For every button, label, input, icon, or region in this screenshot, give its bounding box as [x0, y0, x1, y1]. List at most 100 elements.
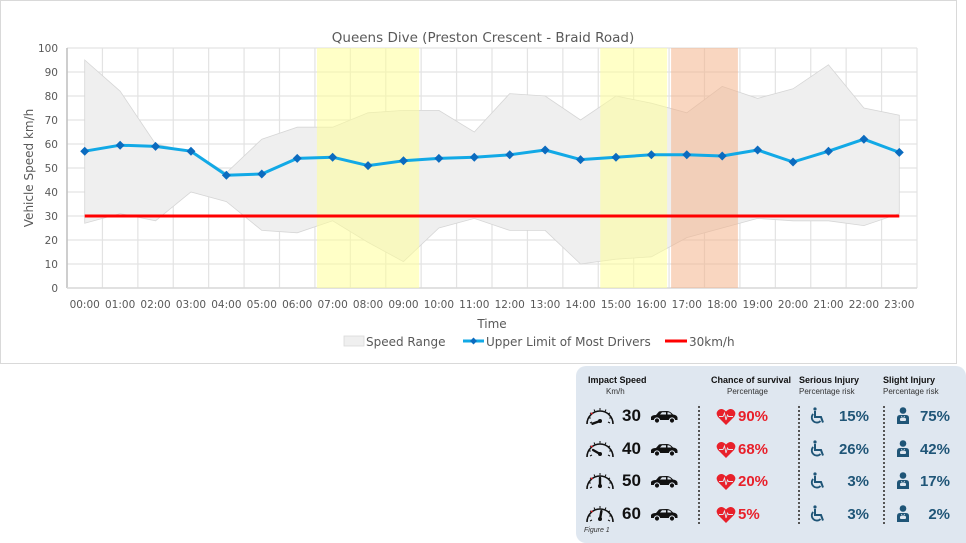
- survival-value: 5%: [738, 505, 760, 523]
- upper-limit-marker: [151, 141, 161, 151]
- x-tick-label: 09:00: [388, 299, 418, 311]
- upper-limit-marker: [398, 156, 408, 166]
- serious-injury-value: 15%: [838, 408, 869, 425]
- wheelchair-icon: [810, 472, 826, 495]
- y-tick-label: 100: [38, 43, 58, 55]
- upper-limit-marker: [328, 152, 338, 162]
- y-tick-label: 90: [45, 67, 58, 79]
- survival-value: 90%: [738, 408, 769, 425]
- heartbeat-heart-icon: [716, 473, 736, 496]
- x-tick-label: 07:00: [317, 299, 347, 311]
- legend-label-speed-range: Speed Range: [366, 335, 445, 349]
- heartbeat-heart-icon: [716, 408, 736, 431]
- x-tick-label: 00:00: [70, 299, 100, 311]
- wheelchair-icon: [810, 407, 826, 430]
- slight-injury-value: 42%: [919, 440, 950, 458]
- x-tick-label: 12:00: [495, 299, 525, 311]
- car-icon: [649, 475, 679, 494]
- upper-limit-marker: [646, 150, 656, 160]
- y-tick-label: 0: [51, 283, 58, 295]
- x-tick-label: 16:00: [636, 299, 666, 311]
- legend-label-upper-limit: Upper Limit of Most Drivers: [486, 335, 651, 349]
- upper-limit-marker: [363, 161, 373, 171]
- x-tick-label: 04:00: [211, 299, 241, 311]
- x-tick-label: 14:00: [565, 299, 595, 311]
- x-tick-label: 10:00: [424, 299, 454, 311]
- y-tick-label: 40: [45, 187, 58, 199]
- upper-limit-marker: [540, 145, 550, 155]
- upper-limit-line: [84, 137, 900, 177]
- column-divider: [798, 406, 800, 524]
- upper-limit-marker: [469, 152, 479, 162]
- x-axis-title: Time: [476, 317, 506, 331]
- highlight-band: [600, 48, 668, 288]
- impact-speed-infographic: Impact Speed Km/h Chance of survival Per…: [576, 366, 966, 543]
- x-tick-label: 19:00: [742, 299, 772, 311]
- bandaged-person-icon: [896, 439, 910, 463]
- slight-injury-value: 2%: [928, 505, 950, 523]
- wheelchair-icon: [810, 439, 826, 463]
- car-icon: [649, 443, 679, 462]
- x-tick-label: 08:00: [353, 299, 383, 311]
- upper-limit-marker: [434, 153, 444, 163]
- upper-limit-marker: [894, 147, 904, 157]
- x-tick-label: 21:00: [813, 299, 843, 311]
- y-tick-label: 30: [45, 211, 58, 223]
- upper-limit-marker: [753, 145, 763, 155]
- car-icon: [649, 410, 679, 429]
- header-impact-speed: Impact Speed: [588, 375, 647, 385]
- x-tick-label: 22:00: [849, 299, 879, 311]
- upper-limit-marker: [505, 150, 515, 160]
- legend-marker-upper-limit: [470, 337, 477, 345]
- impact-speed-value: 30: [622, 406, 641, 425]
- serious-injury-value: 3%: [847, 473, 869, 490]
- y-tick-label: 60: [45, 139, 58, 151]
- heartbeat-heart-icon: [716, 441, 736, 464]
- column-divider: [698, 406, 700, 524]
- wheelchair-icon: [810, 504, 826, 528]
- bandaged-person-icon: [896, 504, 910, 528]
- upper-limit-marker: [611, 152, 621, 162]
- legend-swatch-speed-range: [343, 335, 365, 347]
- upper-limit-marker: [717, 151, 727, 161]
- speedometer-icon: [584, 437, 616, 464]
- header-impact-speed-unit: Km/h: [606, 387, 625, 396]
- x-tick-label: 06:00: [282, 299, 312, 311]
- upper-limit-marker: [576, 155, 586, 165]
- x-tick-label: 23:00: [884, 299, 914, 311]
- upper-limit-marker: [221, 170, 231, 180]
- x-tick-label: 13:00: [530, 299, 560, 311]
- bandaged-person-icon: [896, 472, 910, 495]
- upper-limit-marker: [186, 146, 196, 156]
- impact-speed-value: 40: [622, 438, 641, 458]
- x-tick-label: 18:00: [707, 299, 737, 311]
- figure-label: Figure 1: [584, 527, 610, 534]
- upper-limit-marker: [788, 157, 798, 167]
- speed-chart: 0 10 20 30 40 50 60 70 80 90 100 00:00 01:00 02:00 03…: [22, 30, 918, 349]
- speedometer-icon: [584, 502, 616, 529]
- car-icon: [649, 508, 679, 527]
- upper-limit-marker: [682, 150, 692, 160]
- speedometer-icon: [584, 404, 616, 431]
- upper-limit-marker: [115, 140, 125, 150]
- slight-injury-value: 75%: [919, 408, 950, 425]
- survival-value: 68%: [738, 440, 769, 458]
- impact-speed-value: 60: [622, 503, 641, 523]
- x-tick-label: 02:00: [140, 299, 170, 311]
- impact-speed-value: 50: [622, 471, 641, 490]
- legend-label-30kmh: 30km/h: [689, 335, 735, 349]
- survival-value: 20%: [738, 473, 769, 490]
- slight-injury-value: 17%: [919, 473, 950, 490]
- speedometer-icon: [584, 469, 616, 496]
- x-tick-label: 11:00: [459, 299, 489, 311]
- upper-limit-marker: [859, 134, 869, 144]
- header-survival: Chance of survival: [711, 375, 792, 385]
- serious-injury-value: 3%: [847, 505, 869, 523]
- y-tick-label: 10: [45, 259, 58, 271]
- upper-limit-marker: [80, 146, 90, 156]
- upper-limit-marker: [823, 146, 833, 156]
- x-tick-label: 15:00: [601, 299, 631, 311]
- y-tick-label: 80: [45, 91, 58, 103]
- serious-injury-value: 26%: [838, 440, 869, 458]
- x-tick-label: 20:00: [778, 299, 808, 311]
